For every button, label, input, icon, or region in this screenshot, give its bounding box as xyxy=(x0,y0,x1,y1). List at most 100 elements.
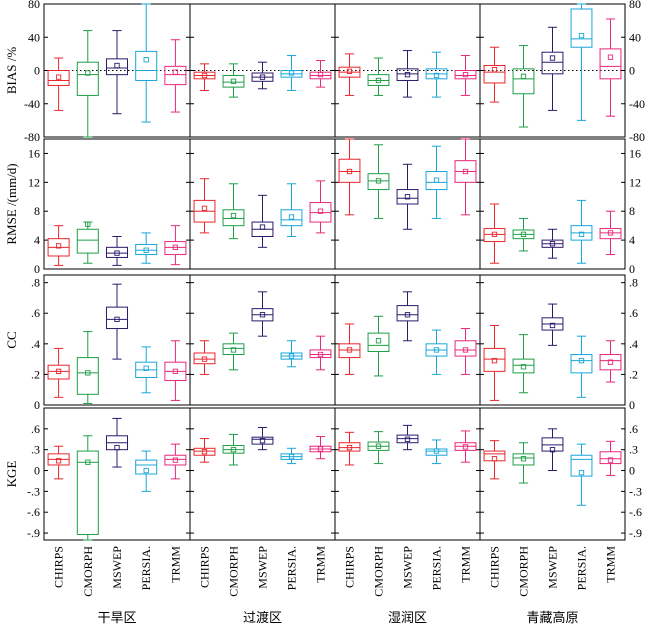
product-label-2-4: TRMM xyxy=(459,546,473,583)
box-kge-0-2 xyxy=(105,417,129,468)
iqr-box xyxy=(570,354,593,374)
iqr-box xyxy=(222,74,245,88)
mean-marker xyxy=(85,370,91,376)
mean-marker xyxy=(404,436,411,442)
panel-frame xyxy=(43,138,191,270)
bottom-labels-layer: CHIRPS CMORPH MSWEP PERSIA. TRMM 干旱区 CHIRPS CMO… xyxy=(52,546,618,626)
mean-marker xyxy=(462,444,469,450)
box-cc-0-2 xyxy=(105,283,129,360)
iqr-box xyxy=(251,436,274,445)
box-bias-1-0 xyxy=(193,63,216,91)
box-cc-0-4 xyxy=(164,340,187,401)
iqr-box xyxy=(76,61,99,96)
box-kge-3-2 xyxy=(541,428,564,472)
y-tick-label-left: .6 xyxy=(31,306,40,320)
box-rmse-2-2 xyxy=(396,163,419,230)
box-kge-1-4 xyxy=(309,435,332,460)
panel-frame xyxy=(479,274,626,406)
y-tick-label-right: 16 xyxy=(629,146,641,160)
iqr-box xyxy=(396,305,419,322)
iqr-box xyxy=(512,453,535,466)
panels-layer: -80 -80 -40 -40 0 0 40 40 80 80 0 0 4 4 8 8 12 12 16 16 0 0 .2… xyxy=(24,0,645,541)
y-tick-label-right: .2 xyxy=(629,367,638,381)
y-tick-label-left: .6 xyxy=(31,422,40,436)
iqr-box xyxy=(512,358,535,374)
box-kge-3-1 xyxy=(512,442,535,484)
mean-marker xyxy=(491,456,498,462)
iqr-box xyxy=(599,48,622,80)
iqr-box xyxy=(599,228,622,240)
box-kge-1-2 xyxy=(251,426,274,451)
y-tick-label-left: 0 xyxy=(34,262,40,276)
panel-kge-0 xyxy=(43,407,191,541)
mean-marker xyxy=(230,212,237,219)
iqr-box xyxy=(135,243,158,256)
mean-marker xyxy=(259,224,266,230)
iqr-box xyxy=(164,241,187,256)
y-tick-label-left: -.3 xyxy=(27,484,40,498)
mean-marker xyxy=(491,357,498,364)
row-label-kge: KGE xyxy=(4,461,19,488)
y-tick-label-left: .8 xyxy=(31,276,40,290)
product-label-3-1: CMORPH xyxy=(517,546,531,597)
box-cc-1-4 xyxy=(309,335,332,371)
box-bias-3-3 xyxy=(570,3,593,121)
y-tick-label-left: -80 xyxy=(24,130,40,144)
box-kge-1-1 xyxy=(222,433,245,466)
mean-marker xyxy=(201,72,208,79)
mean-marker xyxy=(433,448,440,454)
mean-marker xyxy=(549,447,556,453)
box-rmse-0-3 xyxy=(135,232,158,264)
iqr-box xyxy=(47,70,70,86)
mean-marker xyxy=(317,351,324,358)
box-rmse-1-4 xyxy=(309,180,332,234)
box-kge-3-4 xyxy=(599,440,622,476)
mean-marker xyxy=(230,447,237,453)
box-bias-3-4 xyxy=(599,18,622,117)
panel-kge-1 xyxy=(189,407,336,541)
panel-bias-0 xyxy=(43,3,191,138)
product-label-1-1: CMORPH xyxy=(227,546,241,597)
iqr-box xyxy=(367,332,390,352)
product-label-1-3: PERSIA. xyxy=(285,546,299,590)
panel-frame xyxy=(479,407,626,541)
box-bias-2-1 xyxy=(367,57,390,96)
y-tick-label-right: 80 xyxy=(629,0,641,11)
iqr-box xyxy=(222,209,245,227)
mean-marker xyxy=(404,312,411,318)
mean-marker xyxy=(404,72,411,78)
iqr-box xyxy=(570,8,593,48)
mean-marker xyxy=(375,77,382,84)
product-label-0-1: CMORPH xyxy=(81,546,95,597)
mean-marker xyxy=(549,322,556,329)
box-cc-2-2 xyxy=(396,291,419,342)
iqr-box xyxy=(164,454,187,466)
mean-marker xyxy=(230,347,237,353)
mean-marker xyxy=(143,247,149,253)
iqr-box xyxy=(135,50,158,81)
iqr-box xyxy=(105,58,129,76)
box-cc-3-3 xyxy=(570,335,593,398)
y-tick-label-right: .6 xyxy=(629,306,638,320)
box-kge-3-0 xyxy=(483,440,506,480)
region-label-2: 湿润区 xyxy=(388,611,427,626)
y-tick-label-left: .2 xyxy=(31,367,40,381)
product-label-3-2: MSWEP xyxy=(546,546,560,589)
mean-marker xyxy=(433,347,440,353)
panel-kge-3 xyxy=(479,407,626,541)
y-tick-label-left: -40 xyxy=(24,97,40,111)
mean-marker xyxy=(259,312,266,318)
iqr-box xyxy=(135,459,158,475)
box-rmse-0-1 xyxy=(76,221,99,264)
mean-marker xyxy=(201,449,208,455)
mean-marker xyxy=(520,364,527,370)
panel-cc-0 xyxy=(43,274,191,406)
mean-marker xyxy=(114,62,120,69)
box-kge-0-0 xyxy=(47,445,70,480)
iqr-box xyxy=(222,343,245,356)
y-tick-label-left: 0 xyxy=(34,64,40,78)
iqr-box xyxy=(541,51,564,75)
mean-marker xyxy=(288,70,295,76)
box-bias-3-0 xyxy=(483,46,506,103)
y-tick-label-right: -.3 xyxy=(629,484,642,498)
